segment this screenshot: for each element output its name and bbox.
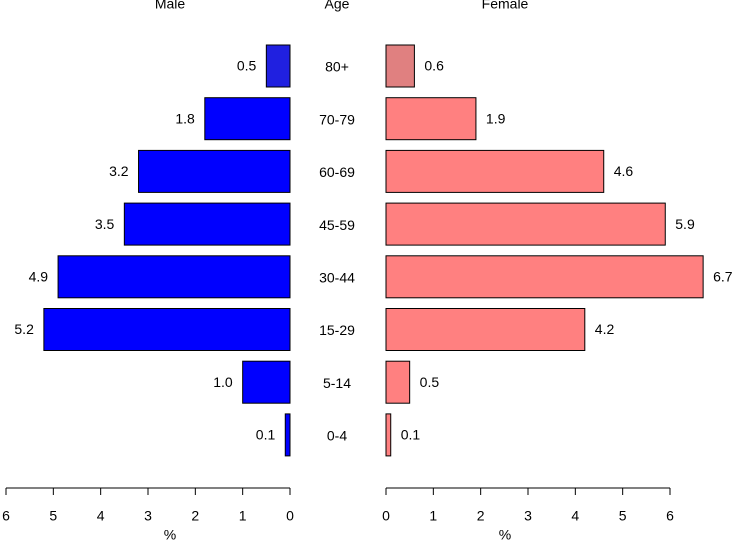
x-axis-label: % [164, 527, 176, 542]
x-tick-label: 3 [524, 508, 532, 524]
x-tick-label: 2 [191, 508, 199, 524]
x-tick-label: 4 [571, 508, 579, 524]
value-label: 5.9 [675, 216, 695, 232]
category-label: 45-59 [319, 217, 355, 233]
x-tick-label: 0 [382, 508, 390, 524]
category-label: 30-44 [319, 270, 355, 286]
bar [385, 413, 392, 457]
bar [385, 44, 415, 88]
bar [284, 413, 291, 457]
value-label: 0.5 [237, 58, 257, 74]
value-label: 5.2 [14, 321, 34, 337]
value-label: 0.6 [424, 58, 444, 74]
value-label: 0.1 [401, 427, 421, 443]
center-title: Age [325, 0, 350, 12]
x-tick-label: 1 [239, 508, 247, 524]
category-label: 80+ [325, 59, 349, 75]
value-label: 1.0 [213, 374, 233, 390]
x-tick-label: 1 [429, 508, 437, 524]
bar [265, 44, 291, 88]
value-label: 3.2 [109, 163, 129, 179]
x-tick-label: 5 [49, 508, 57, 524]
bar [385, 360, 411, 404]
value-label: 6.7 [713, 269, 733, 285]
category-label: 15-29 [319, 322, 355, 338]
x-tick-label: 4 [97, 508, 105, 524]
left-title: Male [155, 0, 186, 12]
value-label: 4.2 [595, 321, 615, 337]
bar [385, 97, 477, 141]
value-label: 4.6 [614, 163, 634, 179]
value-label: 3.5 [95, 216, 115, 232]
bar [123, 202, 291, 246]
x-axis-label: % [499, 527, 511, 542]
category-label: 60-69 [319, 164, 355, 180]
right-title: Female [482, 0, 529, 12]
bar [43, 308, 291, 351]
category-label: 5-14 [323, 375, 351, 391]
bar [385, 255, 704, 299]
x-tick-label: 2 [477, 508, 485, 524]
value-label: 1.9 [486, 110, 506, 126]
x-tick-label: 0 [286, 508, 294, 524]
bar [204, 97, 291, 141]
bar [385, 308, 586, 351]
category-label: 70-79 [319, 111, 355, 127]
x-tick-label: 6 [666, 508, 674, 524]
category-label: 0-4 [327, 428, 347, 444]
bar [57, 255, 291, 299]
x-tick-label: 3 [144, 508, 152, 524]
bar [138, 149, 291, 193]
bar [385, 202, 666, 246]
bar [242, 360, 291, 404]
x-tick-label: 5 [619, 508, 627, 524]
x-tick-label: 6 [2, 508, 10, 524]
value-label: 0.5 [420, 374, 440, 390]
value-label: 1.8 [175, 110, 195, 126]
value-label: 0.1 [256, 427, 276, 443]
bar [385, 149, 605, 193]
value-label: 4.9 [29, 269, 49, 285]
